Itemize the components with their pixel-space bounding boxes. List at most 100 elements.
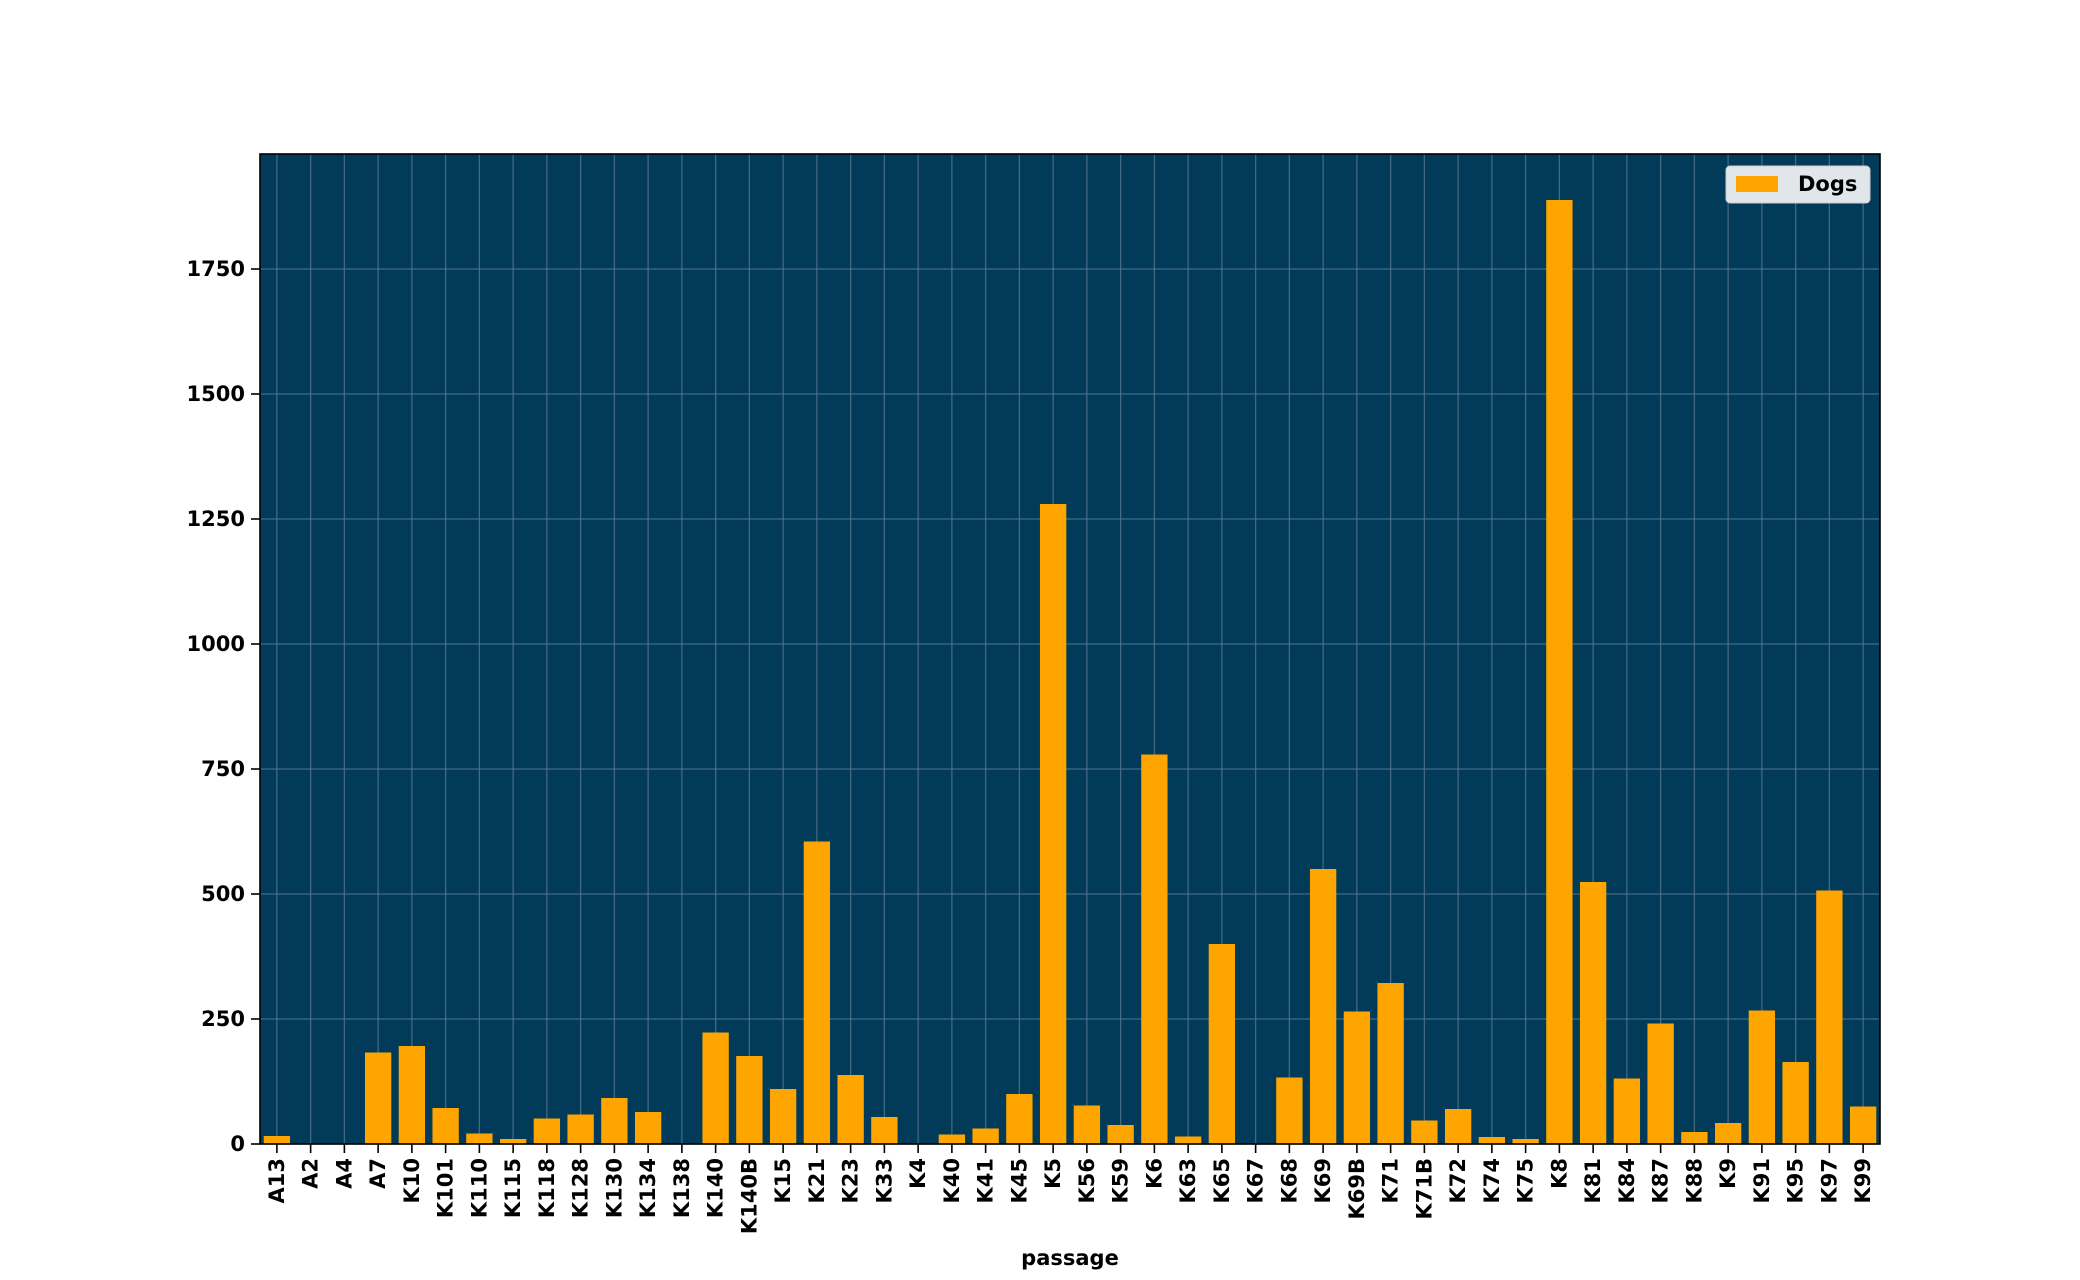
x-tick-label: K110 (467, 1158, 491, 1218)
bar (499, 1139, 527, 1144)
x-tick-label: K101 (434, 1158, 458, 1218)
x-tick-label: K75 (1514, 1158, 1538, 1204)
bar (1613, 1078, 1641, 1144)
bar (1006, 1094, 1033, 1144)
bar (1714, 1123, 1742, 1144)
bar (1174, 1136, 1202, 1144)
x-tick-label: K9 (1716, 1158, 1740, 1189)
bar (736, 1056, 763, 1144)
x-tick-label: K10 (400, 1158, 424, 1204)
bar (601, 1098, 628, 1144)
plot-frame (259, 153, 1881, 1145)
bar (567, 1114, 594, 1144)
y-tick-label: 1750 (187, 257, 245, 281)
bar (263, 1136, 291, 1144)
bar (1579, 882, 1607, 1144)
x-tick-label: K45 (1007, 1158, 1031, 1204)
legend-box (1725, 165, 1871, 204)
bar (634, 1112, 662, 1144)
bar (1748, 1010, 1776, 1144)
plot-area (260, 154, 1880, 1144)
bar (1141, 754, 1168, 1144)
x-tick-label: K33 (872, 1158, 896, 1204)
bar (871, 1117, 898, 1144)
bar (1546, 200, 1573, 1144)
bar (1782, 1062, 1809, 1144)
y-tick-label: 500 (201, 882, 245, 906)
x-tick-label: K128 (569, 1158, 593, 1218)
x-tick-label: K115 (501, 1158, 525, 1218)
bar (803, 841, 831, 1144)
x-tick-label: A7 (366, 1158, 390, 1189)
y-tick-label: 1000 (187, 632, 245, 656)
x-tick-label: K71 (1379, 1158, 1403, 1204)
x-tick-label: K23 (839, 1158, 863, 1204)
x-tick-label: K97 (1817, 1158, 1841, 1204)
y-axis: 0 250 500 750 1000 1250 1500 1750 (187, 257, 260, 1156)
bar (466, 1133, 493, 1144)
x-tick-label: A4 (332, 1158, 356, 1189)
x-tick-label: K88 (1682, 1158, 1706, 1204)
x-tick-label: K71B (1412, 1158, 1436, 1220)
y-tick-label: 250 (201, 1007, 245, 1031)
y-tick-label: 0 (230, 1132, 245, 1156)
x-axis-title: passage (1021, 1246, 1119, 1270)
x-tick-label: K95 (1784, 1158, 1808, 1204)
bar (364, 1052, 392, 1144)
x-tick-label: K134 (636, 1158, 660, 1218)
legend-swatch (1736, 176, 1778, 192)
y-tick-label: 1500 (187, 382, 245, 406)
x-tick-label: K81 (1581, 1158, 1605, 1204)
x-tick-label: A13 (265, 1158, 289, 1203)
x-tick-label: K74 (1480, 1158, 1504, 1204)
bar (1208, 944, 1236, 1144)
bars (263, 200, 1877, 1144)
bar (769, 1089, 797, 1144)
bar (1478, 1137, 1506, 1144)
bar (1444, 1109, 1472, 1144)
x-tick-label: K99 (1851, 1158, 1875, 1204)
bar (1107, 1125, 1134, 1144)
x-tick-label: K63 (1176, 1158, 1200, 1204)
x-tick-label: K41 (974, 1158, 998, 1204)
bar (1647, 1023, 1674, 1144)
x-tick-label: K65 (1210, 1158, 1234, 1204)
x-tick-label: K69B (1345, 1158, 1369, 1220)
x-tick-label: K91 (1750, 1158, 1774, 1204)
bar (432, 1108, 459, 1144)
x-tick-label: K140B (737, 1158, 761, 1234)
bar (1309, 869, 1337, 1144)
x-axis: A13 A2 A4 A7 K10 K101 K110 K115 K118 K128 K130 K134… (265, 1144, 1875, 1234)
bar (1849, 1106, 1877, 1144)
bar (972, 1128, 999, 1144)
bar (1681, 1132, 1708, 1144)
x-tick-label: K67 (1244, 1158, 1268, 1204)
bar (1377, 983, 1404, 1144)
x-tick-label: K5 (1041, 1158, 1065, 1189)
y-tick-label: 1250 (187, 507, 245, 531)
bar (1343, 1011, 1371, 1144)
bar (533, 1118, 561, 1144)
x-tick-label: K8 (1547, 1158, 1571, 1189)
x-tick-label: K68 (1277, 1158, 1301, 1204)
bar (1816, 890, 1843, 1144)
bar (1512, 1139, 1539, 1144)
x-tick-label: K69 (1311, 1158, 1335, 1204)
bar (837, 1075, 864, 1144)
legend-label: Dogs (1798, 172, 1857, 196)
x-tick-label: K72 (1446, 1158, 1470, 1204)
x-tick-label: K59 (1109, 1158, 1133, 1204)
bar (1039, 504, 1067, 1144)
x-tick-label: K21 (805, 1158, 829, 1204)
x-tick-label: K130 (602, 1158, 626, 1218)
bar (398, 1046, 426, 1144)
bar (1411, 1120, 1438, 1144)
x-tick-label: K40 (940, 1158, 964, 1204)
x-tick-label: K56 (1075, 1158, 1099, 1204)
x-tick-label: K118 (535, 1158, 559, 1218)
x-tick-label: A2 (299, 1158, 323, 1189)
bar (1276, 1077, 1303, 1144)
x-tick-label: K138 (670, 1158, 694, 1218)
bar (938, 1134, 966, 1144)
